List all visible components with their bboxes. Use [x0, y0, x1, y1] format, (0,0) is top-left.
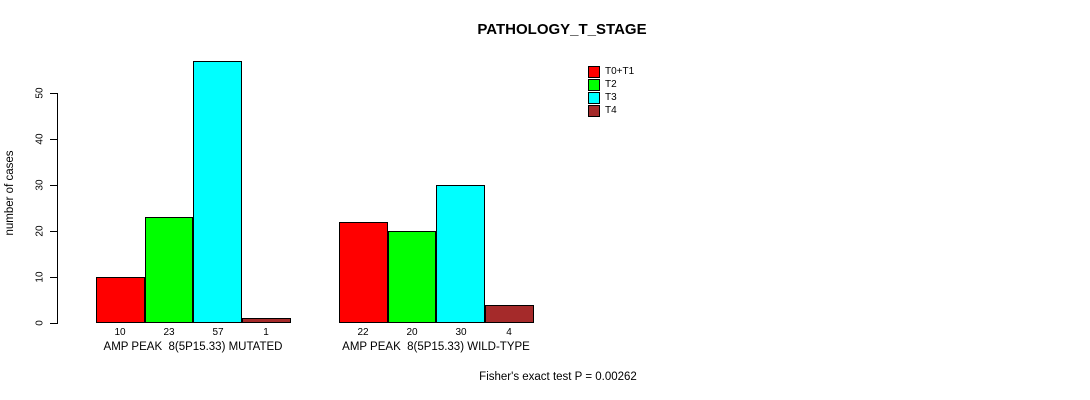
legend-label: T3 [605, 92, 617, 103]
x-axis-group-label: AMP PEAK 8(5P15.33) WILD-TYPE [342, 341, 530, 353]
bar-t3-group2 [436, 185, 485, 323]
bar-t0t1-group1 [96, 277, 145, 323]
y-axis-tick [50, 323, 57, 324]
legend-swatch-icon [588, 104, 600, 117]
y-axis-tick-label: 40 [34, 133, 46, 145]
y-axis-tick-label: 30 [34, 179, 46, 191]
legend-row: T4 [588, 104, 634, 117]
legend: T0+T1 T2 T3 T4 [588, 65, 634, 117]
bar-value-label: 23 [163, 327, 175, 338]
legend-label: T4 [605, 105, 617, 116]
y-axis-line [57, 93, 58, 324]
legend-swatch-icon [588, 65, 600, 78]
bar-value-label: 30 [455, 327, 467, 338]
bar-value-label: 57 [212, 327, 224, 338]
y-axis-tick [50, 93, 57, 94]
y-axis-tick [50, 277, 57, 278]
y-axis-tick [50, 139, 57, 140]
y-axis-label: number of cases [4, 150, 16, 236]
chart-title: PATHOLOGY_T_STAGE [477, 21, 647, 38]
bar-value-label: 20 [406, 327, 418, 338]
bar-t2-group2 [388, 231, 436, 323]
x-axis-group-label: AMP PEAK 8(5P15.33) MUTATED [103, 341, 283, 353]
legend-swatch-icon [588, 91, 600, 104]
bar-t4-group2 [485, 305, 534, 323]
annotation-text: Fisher's exact test P = 0.00262 [479, 371, 637, 383]
legend-label: T2 [605, 79, 617, 90]
y-axis-tick-label: 0 [34, 320, 46, 326]
y-axis-tick [50, 231, 57, 232]
bar-value-label: 4 [506, 327, 512, 338]
y-axis-tick-label: 50 [34, 87, 46, 99]
bar-value-label: 10 [114, 327, 126, 338]
y-axis-tick [50, 185, 57, 186]
legend-row: T3 [588, 91, 634, 104]
bar-value-label: 1 [263, 327, 269, 338]
legend-swatch-icon [588, 78, 600, 91]
legend-label: T0+T1 [605, 66, 635, 77]
bar-t3-group1 [193, 61, 242, 323]
y-axis-tick-label: 10 [34, 271, 46, 283]
bar-t4-group1 [242, 318, 291, 323]
bar-t0t1-group2 [339, 222, 388, 323]
bar-t2-group1 [145, 217, 193, 323]
legend-row: T2 [588, 78, 634, 91]
y-axis-tick-label: 20 [34, 225, 46, 237]
bar-value-label: 22 [357, 327, 369, 338]
legend-row: T0+T1 [588, 65, 634, 78]
